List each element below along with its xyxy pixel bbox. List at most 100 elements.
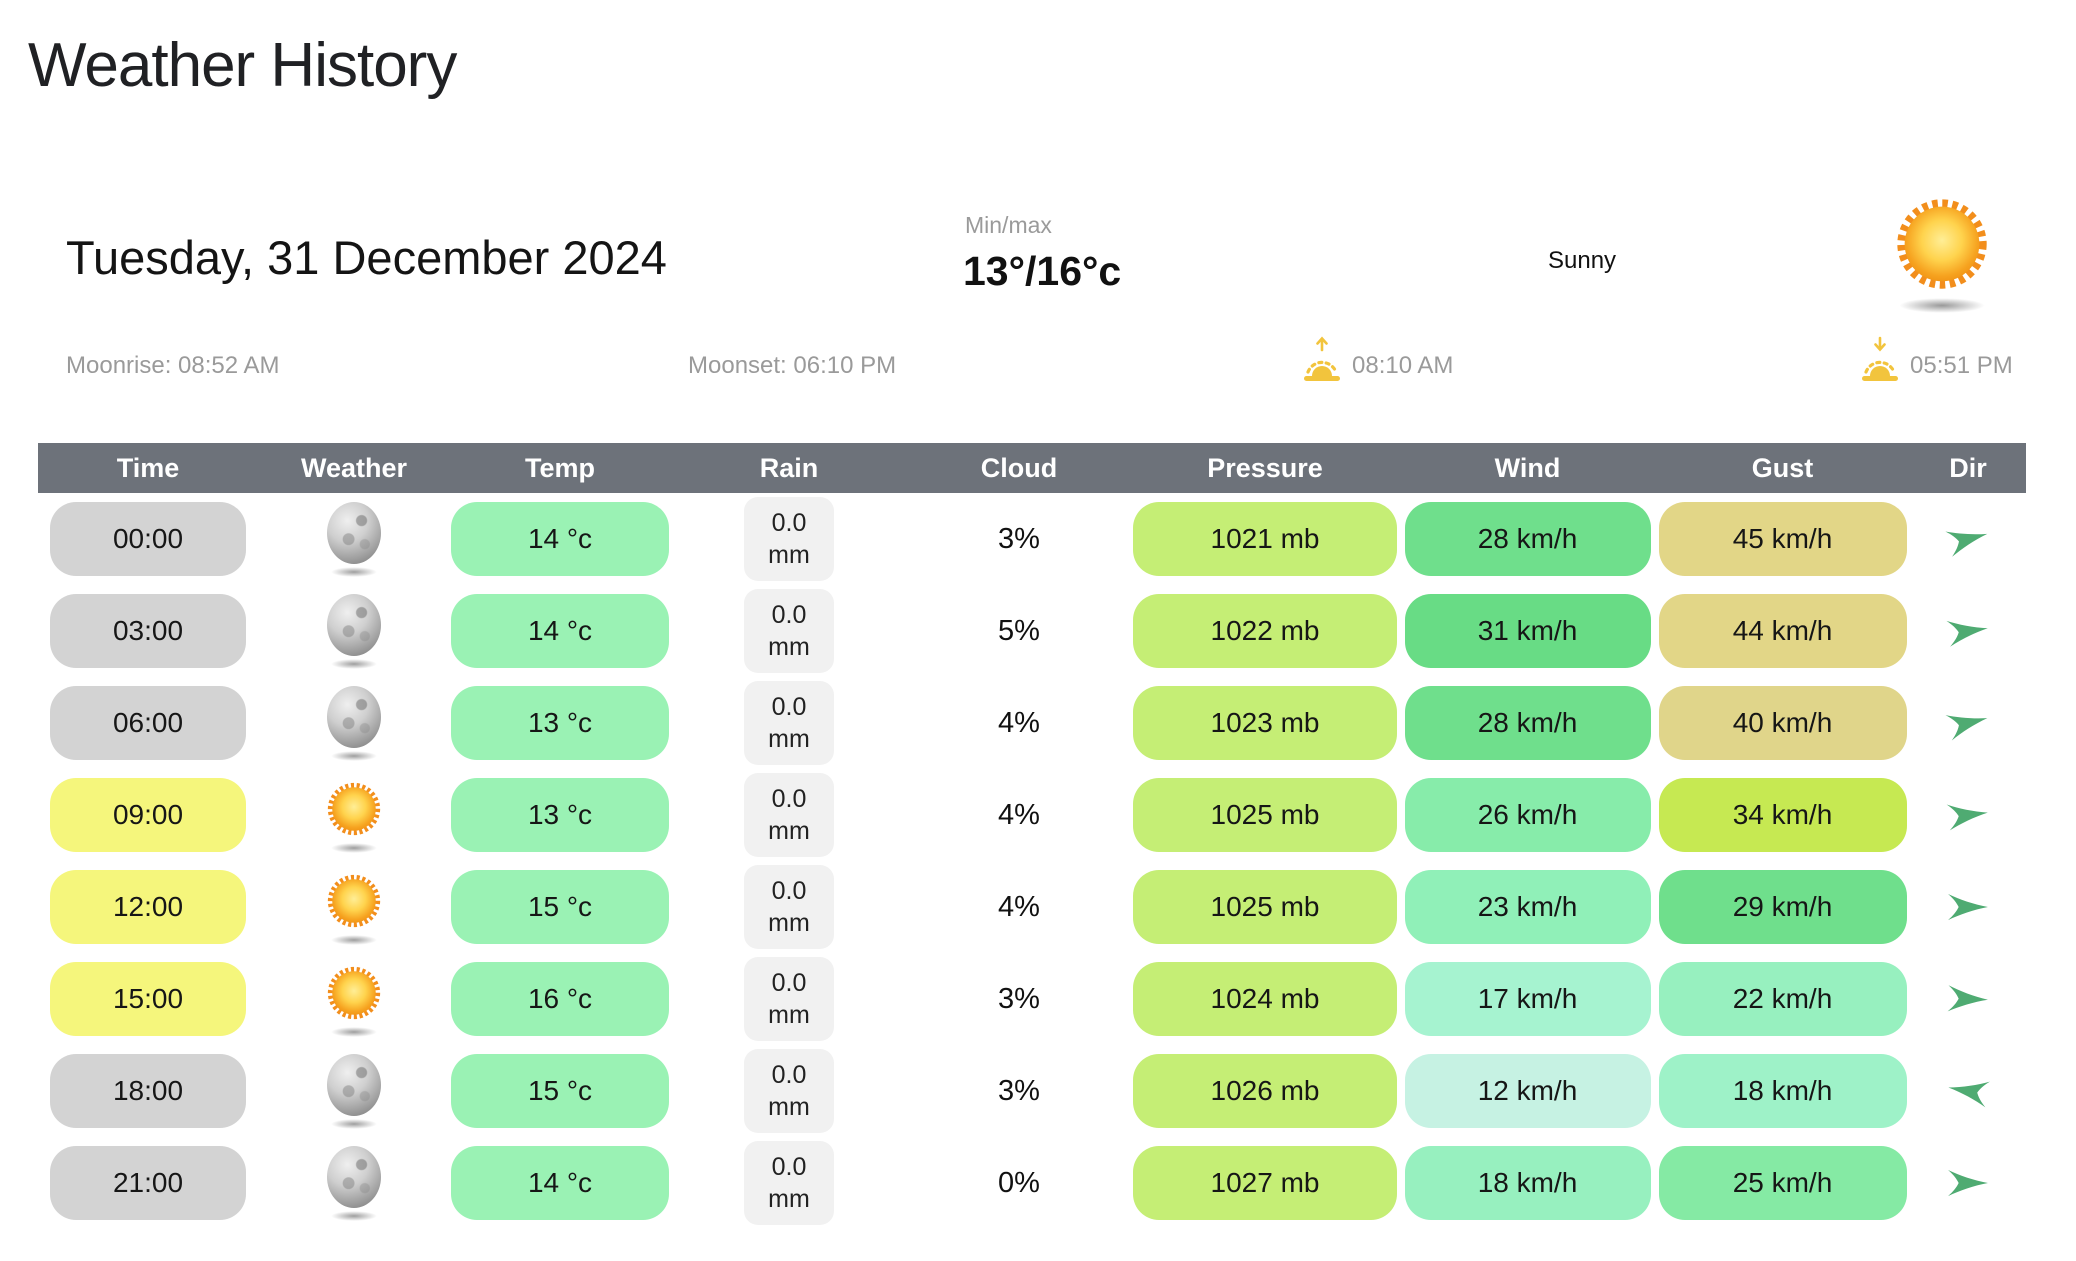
- moon-icon: [327, 1053, 381, 1116]
- pressure-pill: 1025 mb: [1133, 870, 1397, 944]
- icon-shadow: [331, 750, 377, 761]
- rain-amount: 0.0: [771, 876, 807, 905]
- time-pill: 15:00: [50, 962, 246, 1036]
- moon-icon: [327, 501, 381, 564]
- icon-shadow: [331, 1026, 377, 1037]
- cloud-value: 3%: [998, 522, 1040, 555]
- wind-direction-arrow-icon: [1945, 715, 1988, 741]
- gust-pill: 29 km/h: [1658, 870, 1907, 944]
- weather-icon-wrap: [319, 870, 389, 945]
- wind-direction-arrow-icon: [1948, 893, 1988, 921]
- wind-pill: 31 km/h: [1404, 594, 1651, 668]
- pressure-pill: 1023 mb: [1133, 686, 1397, 760]
- time-pill: 06:00: [50, 686, 246, 760]
- wind-direction-arrow-icon: [1945, 531, 1988, 557]
- pressure-pill: 1021 mb: [1133, 502, 1397, 576]
- table-body: 00:00 14 °c 0.0 mm 3% 1021 mb 28 km/h 45…: [38, 493, 2026, 1229]
- rain-box: 0.0 mm: [744, 865, 834, 949]
- column-header-dir: Dir: [1949, 452, 1987, 483]
- column-header-gust: Gust: [1751, 452, 1814, 483]
- gust-pill: 18 km/h: [1658, 1054, 1907, 1128]
- rain-unit: mm: [768, 725, 810, 753]
- temp-pill: 13 °c: [451, 778, 669, 852]
- time-pill: 03:00: [50, 594, 246, 668]
- temp-pill: 14 °c: [451, 594, 669, 668]
- cloud-value: 3%: [998, 982, 1040, 1015]
- moon-icon: [327, 593, 381, 656]
- rain-unit: mm: [768, 1185, 810, 1213]
- weather-icon-wrap: [319, 1145, 389, 1221]
- minmax-label: Min/max: [965, 212, 1052, 238]
- rain-box: 0.0 mm: [744, 773, 834, 857]
- gust-pill: 34 km/h: [1658, 778, 1907, 852]
- table-row: 12:00 15 °c 0.0 mm 4% 1025 mb 23 km/h 29…: [38, 861, 2026, 953]
- table-row: 03:00 14 °c 0.0 mm 5% 1022 mb 31 km/h 44…: [38, 585, 2026, 677]
- rain-amount: 0.0: [771, 600, 807, 629]
- temp-pill: 14 °c: [451, 1146, 669, 1220]
- rain-unit: mm: [768, 541, 810, 569]
- rain-unit: mm: [768, 1093, 810, 1121]
- sun-shadow: [1899, 298, 1985, 313]
- sun-icon: [1897, 199, 1987, 289]
- page-title: Weather History: [28, 31, 457, 100]
- wind-direction-arrow-icon: [1946, 620, 1988, 647]
- icon-shadow: [331, 1210, 377, 1221]
- cloud-value: 4%: [998, 798, 1040, 831]
- gust-pill: 40 km/h: [1658, 686, 1907, 760]
- table-row: 15:00 16 °c 0.0 mm 3% 1024 mb 17 km/h 22…: [38, 953, 2026, 1045]
- temp-pill: 13 °c: [451, 686, 669, 760]
- pressure-pill: 1024 mb: [1133, 962, 1397, 1036]
- condition-label: Sunny: [1548, 247, 1617, 274]
- gust-pill: 22 km/h: [1658, 962, 1907, 1036]
- sunset-time: 05:51 PM: [1910, 352, 2013, 379]
- moon-icon: [327, 1145, 381, 1208]
- weather-icon-wrap: [319, 593, 389, 669]
- temp-pill: 16 °c: [451, 962, 669, 1036]
- sunrise-time: 08:10 AM: [1352, 352, 1454, 379]
- column-header-cloud: Cloud: [980, 452, 1058, 483]
- weather-icon-wrap: [319, 685, 389, 761]
- wind-pill: 28 km/h: [1404, 502, 1651, 576]
- cloud-value: 0%: [998, 1166, 1040, 1199]
- table-row: 00:00 14 °c 0.0 mm 3% 1021 mb 28 km/h 45…: [38, 493, 2026, 585]
- rain-unit: mm: [768, 633, 810, 661]
- wind-pill: 23 km/h: [1404, 870, 1651, 944]
- gust-pill: 45 km/h: [1658, 502, 1907, 576]
- rain-box: 0.0 mm: [744, 589, 834, 673]
- wind-direction-arrow-icon: [1948, 1169, 1988, 1197]
- time-pill: 12:00: [50, 870, 246, 944]
- gust-pill: 44 km/h: [1658, 594, 1907, 668]
- table-row: 21:00 14 °c 0.0 mm 0% 1027 mb 18 km/h 25…: [38, 1137, 2026, 1229]
- pressure-pill: 1027 mb: [1133, 1146, 1397, 1220]
- sunrise-up-arrow-icon: [1304, 336, 1340, 381]
- sun-icon: [327, 782, 381, 835]
- sunset-down-arrow-icon: [1862, 336, 1898, 381]
- rain-box: 0.0 mm: [744, 957, 834, 1041]
- wind-pill: 17 km/h: [1404, 962, 1651, 1036]
- table-row: 18:00 15 °c 0.0 mm 3% 1026 mb 12 km/h 18…: [38, 1045, 2026, 1137]
- column-header-temp: Temp: [524, 452, 595, 483]
- minmax-value: 13°/16°c: [963, 248, 1122, 294]
- moonrise-label: Moonrise: 08:52 AM: [66, 352, 280, 379]
- cloud-value: 3%: [998, 1074, 1040, 1107]
- wind-pill: 12 km/h: [1404, 1054, 1651, 1128]
- pressure-pill: 1026 mb: [1133, 1054, 1397, 1128]
- wind-direction-arrow-icon: [1947, 985, 1988, 1012]
- time-pill: 21:00: [50, 1146, 246, 1220]
- date-heading: Tuesday, 31 December 2024: [66, 231, 667, 284]
- pressure-pill: 1025 mb: [1133, 778, 1397, 852]
- cloud-value: 5%: [998, 614, 1040, 647]
- rain-box: 0.0 mm: [744, 1141, 834, 1225]
- rain-unit: mm: [768, 817, 810, 845]
- wind-pill: 18 km/h: [1404, 1146, 1651, 1220]
- column-header-time: Time: [116, 452, 180, 483]
- rain-amount: 0.0: [771, 508, 807, 537]
- wind-direction-arrow-icon: [1946, 804, 1988, 831]
- wind-pill: 28 km/h: [1404, 686, 1651, 760]
- rain-amount: 0.0: [771, 1060, 807, 1089]
- icon-shadow: [331, 566, 377, 577]
- column-header-rain: Rain: [759, 452, 819, 483]
- rain-box: 0.0 mm: [744, 681, 834, 765]
- condition-sun-icon-wrap: [1890, 192, 1994, 313]
- time-pill: 09:00: [50, 778, 246, 852]
